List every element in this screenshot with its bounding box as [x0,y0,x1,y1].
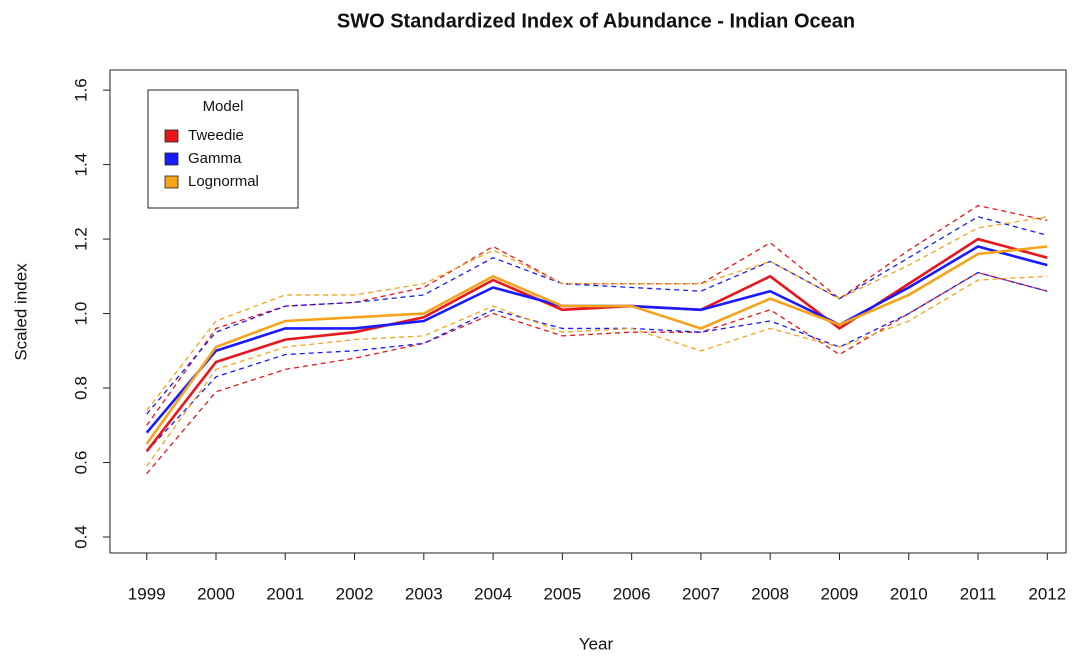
y-tick-label: 1.4 [71,153,90,177]
lower-bound-line [146,271,1048,452]
x-tick-label: 2000 [197,584,235,603]
lower-bound-line [146,275,1048,467]
y-tick-label: 1.6 [71,78,90,102]
x-tick-label: 2009 [821,584,859,603]
x-axis-title: Year [579,634,614,653]
y-tick-label: 0.6 [71,451,90,475]
x-tick-label: 2010 [890,584,928,603]
y-tick-label: 1.2 [71,227,90,251]
x-tick-label: 2011 [960,584,997,603]
x-tick-label: 2007 [682,584,720,603]
series-line [145,237,1048,453]
upper-bound-line [146,216,1048,411]
legend-label: Tweedie [188,127,244,144]
x-tick-label: 2006 [613,584,651,603]
y-tick-label: 1.0 [71,302,90,326]
lower-bound-line [146,271,1048,475]
series-line [145,245,1048,445]
legend-label: Lognormal [188,173,259,190]
y-tick-label: 0.4 [71,525,90,549]
y-axis-title: Scaled index [11,263,30,361]
chart-title: SWO Standardized Index of Abundance - In… [337,10,855,32]
x-tick-label: 2003 [405,584,443,603]
x-tick-label: 2005 [543,584,581,603]
x-tick-label: 2012 [1028,584,1066,603]
y-tick-label: 0.8 [71,376,90,400]
x-tick-label: 2001 [266,584,304,603]
upper-bound-line [146,216,1048,415]
legend-title: Model [203,98,244,115]
x-tick-label: 1999 [128,584,166,603]
x-tick-label: 2004 [474,584,512,603]
legend-swatch [164,152,179,166]
legend-swatch [164,175,179,189]
upper-bound-line [146,204,1048,426]
legend-swatch [164,129,179,143]
x-tick-label: 2002 [336,584,374,603]
legend-label: Gamma [188,150,242,167]
x-tick-label: 2008 [751,584,789,603]
